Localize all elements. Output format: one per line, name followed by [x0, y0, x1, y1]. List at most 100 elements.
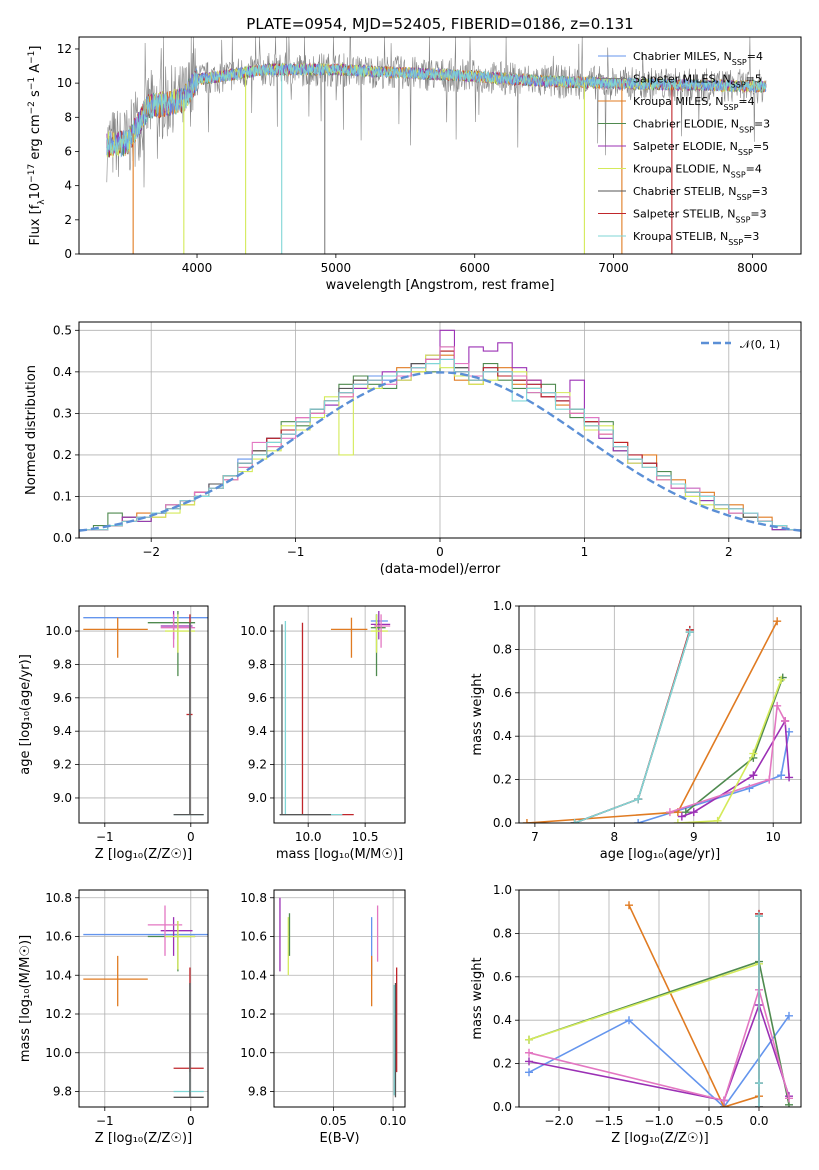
- legend-name: Salpeter MILES, N: [633, 73, 731, 86]
- x-axis-label: Z [log₁₀(Z/Z☉)]: [611, 1131, 708, 1146]
- legend-sub: SSP: [731, 80, 746, 89]
- panel-spectrum: 4000 5000 6000 7000 8000 0 2 4 6 8 10 12 wavelength …: [27, 15, 802, 293]
- data-point: [525, 1057, 533, 1066]
- y-tick-label: 12: [57, 42, 72, 56]
- axes-frame: [78, 321, 802, 539]
- weight-line: [574, 631, 691, 823]
- data-point: [689, 808, 698, 817]
- legend-entry: Kroupa ELODIE, NSSP=4: [633, 163, 762, 180]
- legend-entry: Chabrier STELIB, NSSP=3: [633, 185, 768, 202]
- panel-age-vs-metallicity: −1 0 9.0 9.2 9.4 9.6 9.8 10.0 Z [log₁₀(Z/Z☉)] age…: [18, 605, 209, 862]
- legend-name: Kroupa STELIB, N: [633, 230, 728, 243]
- x-axis-label: mass [log₁₀(M/M☉)]: [276, 847, 403, 862]
- y-tick-label: 9.4: [53, 724, 72, 738]
- x-tick-label: 8: [611, 830, 619, 844]
- y-tick-label: 9.6: [53, 691, 72, 705]
- y-axis-label: age [log₁₀(age/yr)]: [18, 654, 33, 775]
- legend-entry: Salpeter ELODIE, NSSP=5: [633, 140, 769, 157]
- plot-area: [274, 890, 405, 1107]
- histogram-series: [79, 346, 801, 538]
- y-axis-label-part: Flux [f: [28, 204, 43, 245]
- data-point: [665, 808, 674, 817]
- y-tick-label: 10.4: [45, 968, 72, 982]
- y-tick-label: 0.2: [493, 773, 512, 787]
- panel-mass-weight-vs-age: 7 8 9 10 0.0 0.2 0.4 0.6 0.8 1.0 age [log₁₀(age/yr…: [470, 599, 802, 862]
- data-point: [634, 795, 643, 804]
- y-tick-label: 0.6: [493, 686, 512, 700]
- gaussian-curve: [79, 371, 801, 532]
- x-tick-label: 0: [187, 830, 195, 844]
- legend-sub: SSP: [728, 238, 743, 247]
- x-tick-label: 10: [766, 830, 781, 844]
- x-tick-label: −1.5: [594, 1114, 623, 1128]
- legend-sub: SSP: [723, 103, 738, 112]
- y-tick-label: 0.6: [493, 970, 512, 984]
- data-point: [673, 819, 682, 823]
- plot-area: [274, 606, 405, 823]
- legend-sub: SSP: [738, 148, 753, 157]
- legend-nssp: =3: [754, 118, 770, 131]
- y-tick-label: 10.0: [240, 624, 267, 638]
- data-point: [777, 771, 786, 780]
- y-tick-label: 0.5: [53, 323, 72, 337]
- x-tick-label: 1: [581, 545, 589, 559]
- weight-line: [528, 963, 760, 1041]
- y-axis-label-part: A: [28, 64, 43, 77]
- x-tick-label: 5000: [321, 261, 352, 275]
- x-tick-label: −2: [142, 545, 160, 559]
- x-axis-label: (data-model)/error: [380, 562, 501, 577]
- data-point: [677, 812, 686, 821]
- legend-entry: Salpeter MILES, NSSP=5: [633, 73, 762, 90]
- y-tick-label: 0.4: [53, 365, 72, 379]
- y-axis-label: Normed distribution: [24, 365, 39, 495]
- legend-name: Kroupa MILES, N: [633, 95, 723, 108]
- y-tick-label: 2: [64, 213, 72, 227]
- x-axis-label: Z [log₁₀(Z/Z☉)]: [95, 1131, 192, 1146]
- y-tick-label: 6: [64, 144, 72, 158]
- data-point: [625, 1016, 633, 1025]
- data-point: [781, 717, 790, 726]
- legend-sub: SSP: [735, 215, 750, 224]
- y-tick-label: 0.4: [493, 729, 512, 743]
- y-tick-label: 10.4: [240, 968, 267, 982]
- x-tick-label: −2.0: [544, 1114, 573, 1128]
- weight-line: [685, 677, 784, 813]
- x-tick-label: −0.5: [694, 1114, 723, 1128]
- data-point: [773, 617, 782, 626]
- y-tick-label: 10.2: [240, 1007, 267, 1021]
- plot-area: [79, 322, 801, 538]
- y-axis-label-part: s: [28, 90, 43, 101]
- weight-line: [528, 1015, 790, 1107]
- x-tick-label: 0: [436, 545, 444, 559]
- data-point: [777, 675, 786, 684]
- x-tick-label: 0.05: [320, 1114, 347, 1128]
- weight-line: [528, 1002, 790, 1102]
- legend-name: Chabrier STELIB, N: [633, 185, 737, 198]
- weight-line: [528, 986, 790, 1102]
- y-tick-label: 0: [64, 247, 72, 261]
- axes-frame: [518, 889, 802, 1108]
- y-axis-label-part: λ: [37, 199, 47, 205]
- plot-area: [79, 606, 208, 823]
- axes-frame: [273, 605, 406, 824]
- y-tick-label: 1.0: [493, 883, 512, 897]
- data-point: [755, 1103, 763, 1107]
- y-tick-label: 9.8: [248, 657, 267, 671]
- legend-nssp: =5: [746, 73, 762, 86]
- x-tick-label: 9: [690, 830, 698, 844]
- data-point: [720, 1096, 728, 1105]
- plot-area: [106, 37, 767, 254]
- y-tick-label: 10.6: [45, 930, 72, 944]
- y-tick-label: 0.8: [493, 926, 512, 940]
- x-tick-label: 6000: [459, 261, 490, 275]
- panel-mass-weight-vs-metallicity: −2.0 −1.5 −1.0 −0.5 0.0 0.0 0.2 0.4 0.6 0.8 1.0 Z […: [470, 883, 802, 1146]
- x-tick-label: 0: [187, 1114, 195, 1128]
- y-tick-label: 9.2: [248, 758, 267, 772]
- y-tick-label: 10.6: [240, 930, 267, 944]
- y-tick-label: 9.0: [53, 791, 72, 805]
- x-tick-label: 7: [531, 830, 539, 844]
- y-tick-label: 0.8: [493, 642, 512, 656]
- data-point: [785, 773, 794, 782]
